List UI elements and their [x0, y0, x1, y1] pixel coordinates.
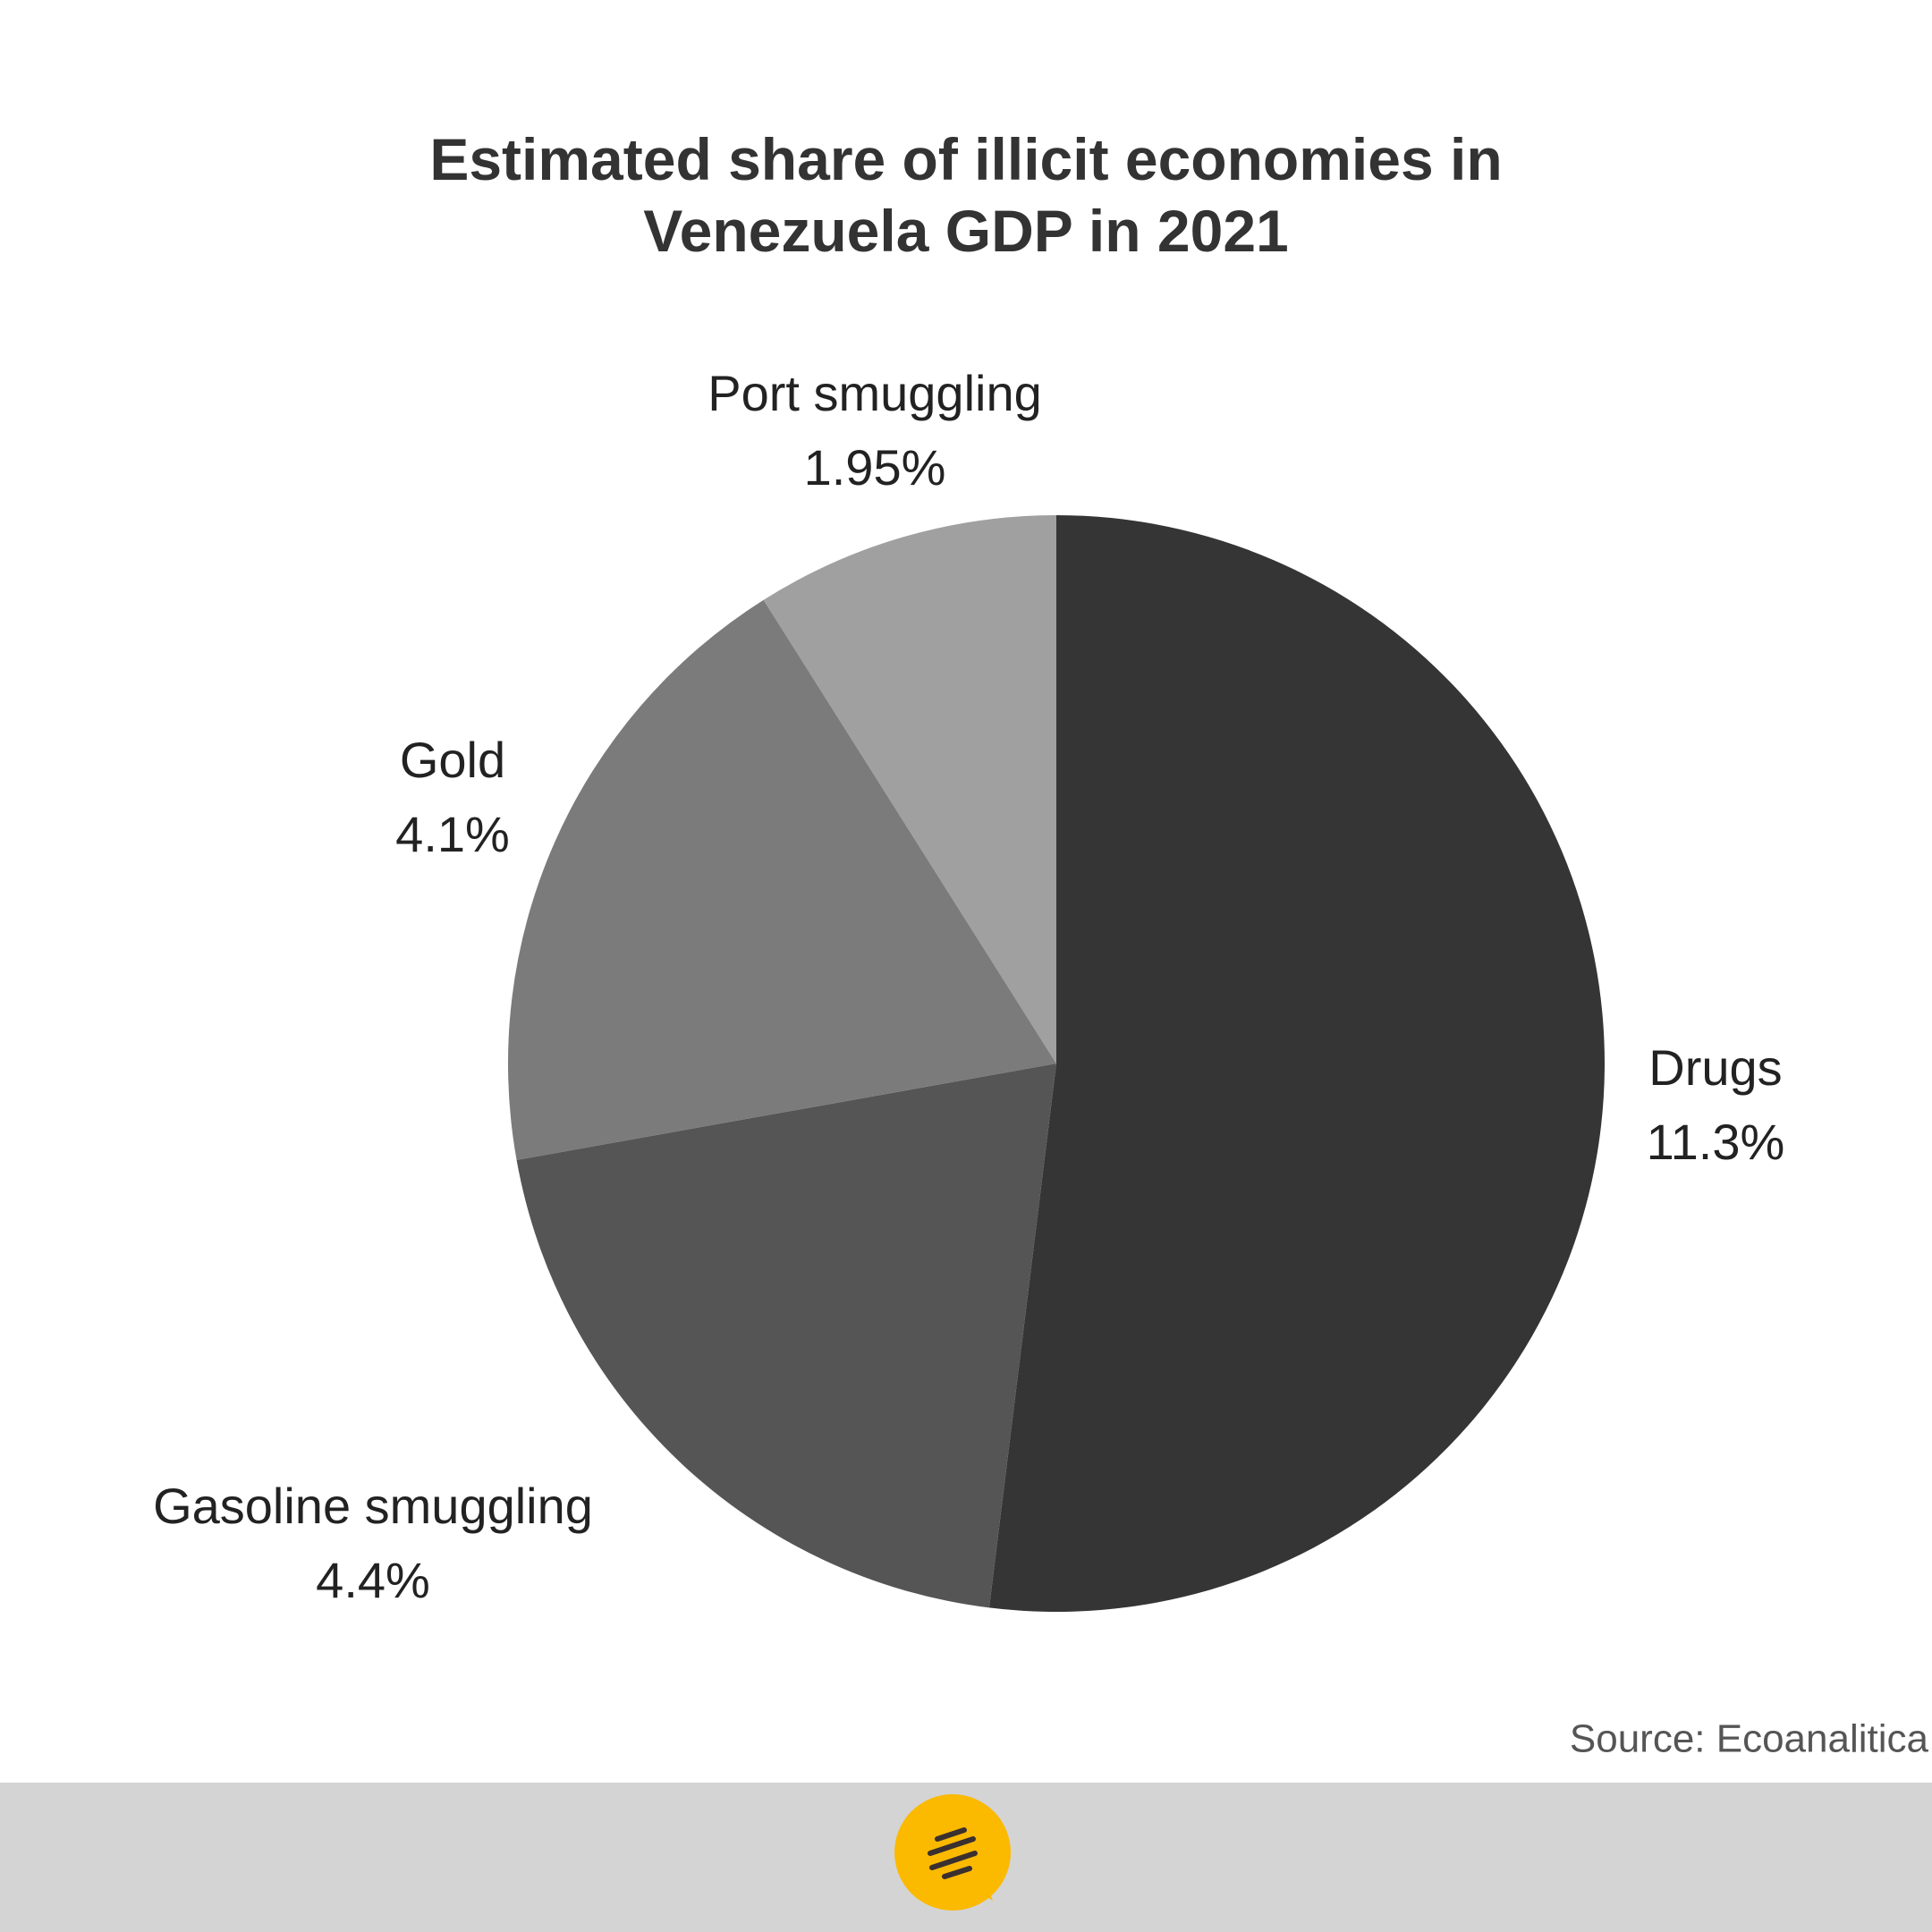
chart-title: Estimated share of illicit economies in … — [429, 126, 1503, 264]
slice-value-label: 11.3% — [1647, 1114, 1785, 1170]
slice-label: Gold — [400, 732, 505, 788]
slice-label: Drugs — [1648, 1039, 1782, 1096]
pie-slice — [763, 515, 1056, 1063]
pie-slice — [508, 599, 1056, 1160]
source: Source: Ecoanalitica — [1570, 1717, 1929, 1761]
pie-slice — [516, 1063, 1056, 1608]
slice-value-label: 4.1% — [395, 806, 510, 862]
pie-slice — [988, 515, 1605, 1612]
slice-label: Gasoline smuggling — [153, 1478, 593, 1534]
slice-value-label: 1.95% — [804, 439, 946, 496]
slice-label: Port smuggling — [708, 365, 1042, 421]
logo — [894, 1794, 1011, 1911]
slice-value-label: 4.4% — [316, 1552, 430, 1608]
